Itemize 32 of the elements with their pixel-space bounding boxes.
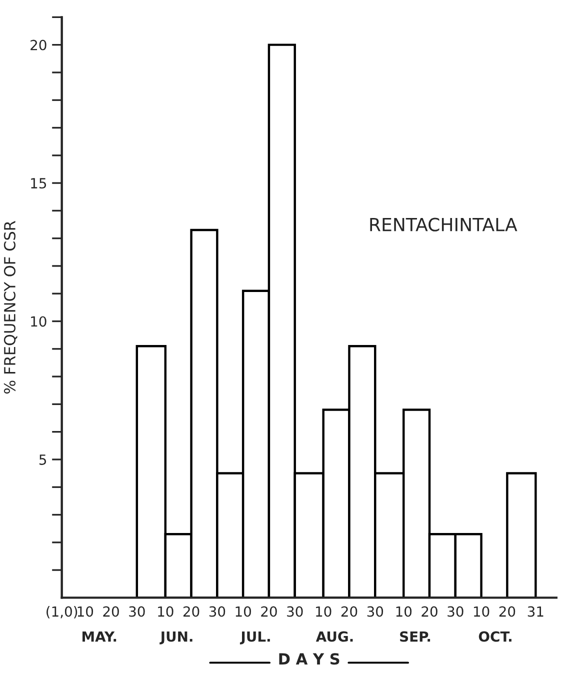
x-tick-label: 30 — [209, 606, 226, 617]
y-tick-label: 20 — [30, 40, 46, 50]
y-tick-label: 10 — [31, 316, 46, 327]
x-tick-label: 30 — [448, 606, 464, 617]
x-tick-label: 30 — [287, 606, 303, 617]
text: OCT. — [478, 631, 512, 642]
text: RENTACHINTALA — [370, 218, 518, 232]
x-tick-label: 10 — [316, 606, 332, 617]
text: JUL. — [240, 631, 270, 644]
x-tick-label: 20 — [422, 606, 438, 617]
text: AUG. — [316, 631, 353, 642]
text: JUN. — [160, 631, 192, 644]
text: SEP. — [400, 631, 430, 642]
x-tick-label: 10 — [236, 606, 251, 617]
x-tick-label: 10 — [158, 606, 174, 617]
x-tick-label: 20 — [499, 606, 516, 617]
x-tick-label: 10 — [396, 606, 412, 617]
x-tick-label: 20 — [183, 606, 200, 617]
x-tick-label: 20 — [103, 606, 119, 617]
x-tick-label: 20 — [261, 606, 277, 617]
x-tick-label: (1,0) — [46, 606, 78, 618]
y-tick-label: 5 — [39, 454, 46, 465]
y-tick-label: 15 — [31, 178, 46, 189]
y-axis-title: % FREQUENCY OF CSR — [4, 220, 18, 394]
x-tick-label: 10 — [78, 606, 94, 617]
x-tick-label: 31 — [528, 606, 544, 617]
x-tick-label: 30 — [367, 606, 384, 617]
text: MAY. — [82, 631, 116, 642]
x-axis-title: D A Y S — [279, 653, 340, 665]
x-tick-label: 30 — [129, 606, 145, 617]
x-tick-label: 20 — [341, 606, 358, 617]
x-tick-label: 10 — [474, 606, 490, 617]
